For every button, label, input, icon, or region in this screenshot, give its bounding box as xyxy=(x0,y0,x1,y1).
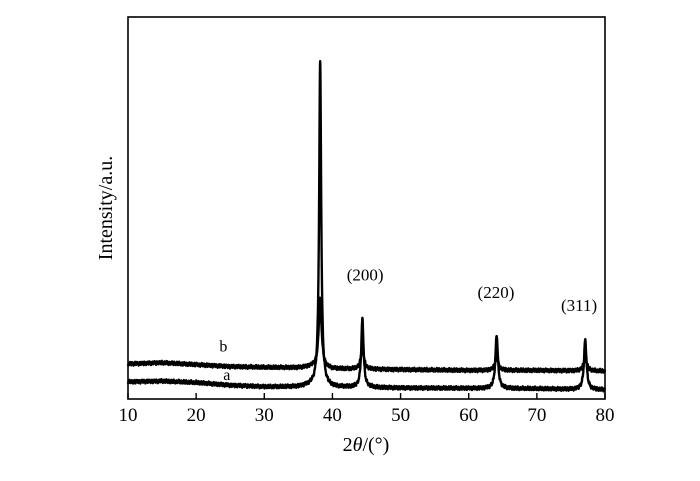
x-axis-label-theta: θ xyxy=(353,434,363,456)
x-tick-label-30: 30 xyxy=(255,405,274,426)
x-tick-label-70: 70 xyxy=(527,405,546,426)
x-tick-label-60: 60 xyxy=(459,405,478,426)
x-axis-label: 2θ/(°) xyxy=(343,434,390,456)
x-tick-label-50: 50 xyxy=(391,405,410,426)
x-tick-label-80: 80 xyxy=(596,405,615,426)
series-line-b xyxy=(126,296,607,374)
peak-label-3: (311) xyxy=(561,296,597,315)
peak-label-2: (220) xyxy=(478,283,515,302)
y-axis-label: Intensity/a.u. xyxy=(95,156,117,260)
series-label-b: b xyxy=(219,338,227,355)
series-group xyxy=(126,60,607,393)
x-axis-label-suffix: /(°) xyxy=(362,434,389,456)
x-axis-label-prefix: 2 xyxy=(343,434,353,456)
series-label-a: a xyxy=(223,367,230,384)
peak-label-1: (200) xyxy=(347,266,384,285)
plot-frame xyxy=(127,16,606,400)
series-line-a xyxy=(126,60,607,393)
x-tick-label-40: 40 xyxy=(323,405,342,426)
x-tick-label-10: 10 xyxy=(119,405,138,426)
x-ticks: 10 20 30 40 50 60 70 80 xyxy=(119,393,615,426)
x-tick-label-20: 20 xyxy=(187,405,206,426)
labels-group: ba(111)(200)(220)(311) xyxy=(219,266,597,384)
